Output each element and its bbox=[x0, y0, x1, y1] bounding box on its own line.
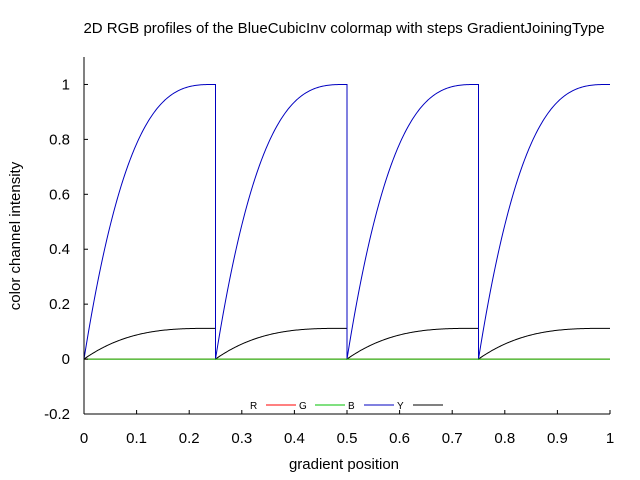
legend-label-Y: Y bbox=[397, 401, 404, 412]
x-tick-label: 0.9 bbox=[547, 430, 568, 447]
y-axis-ticks: -0.2 0 0.2 0.4 0.6 0.8 1 bbox=[44, 76, 88, 423]
legend-label-G: G bbox=[299, 401, 307, 412]
x-axis-ticks: 0 0.1 0.2 0.3 0.4 0.5 0.6 0.7 0.8 0.9 1 bbox=[80, 410, 614, 447]
series-line-B bbox=[83, 83, 610, 360]
y-tick-label: 0 bbox=[62, 351, 70, 368]
x-tick-label: 1 bbox=[606, 430, 614, 447]
y-tick-label: -0.2 bbox=[44, 406, 70, 423]
y-tick-label: 1 bbox=[62, 76, 70, 93]
x-tick-label: 0.3 bbox=[231, 430, 252, 447]
legend-label-R: R bbox=[250, 401, 257, 412]
x-axis-label: gradient position bbox=[289, 456, 399, 473]
x-tick-label: 0.2 bbox=[179, 430, 200, 447]
y-tick-label: 0.2 bbox=[49, 296, 70, 313]
y-tick-label: 0.8 bbox=[49, 131, 70, 148]
y-tick-label: 0.6 bbox=[49, 186, 70, 203]
legend-label-B: B bbox=[348, 401, 355, 412]
x-tick-label: 0.8 bbox=[494, 430, 515, 447]
plot-lines bbox=[83, 83, 610, 361]
x-tick-label: 0.1 bbox=[126, 430, 147, 447]
x-tick-label: 0.6 bbox=[389, 430, 410, 447]
x-tick-label: 0.7 bbox=[442, 430, 463, 447]
chart-title: 2D RGB profiles of the BlueCubicInv colo… bbox=[83, 20, 604, 37]
y-tick-label: 0.4 bbox=[49, 241, 70, 258]
x-tick-label: 0 bbox=[80, 430, 88, 447]
x-tick-label: 0.4 bbox=[284, 430, 305, 447]
x-tick-label: 0.5 bbox=[337, 430, 358, 447]
y-axis-label: color channel intensity bbox=[7, 161, 24, 310]
